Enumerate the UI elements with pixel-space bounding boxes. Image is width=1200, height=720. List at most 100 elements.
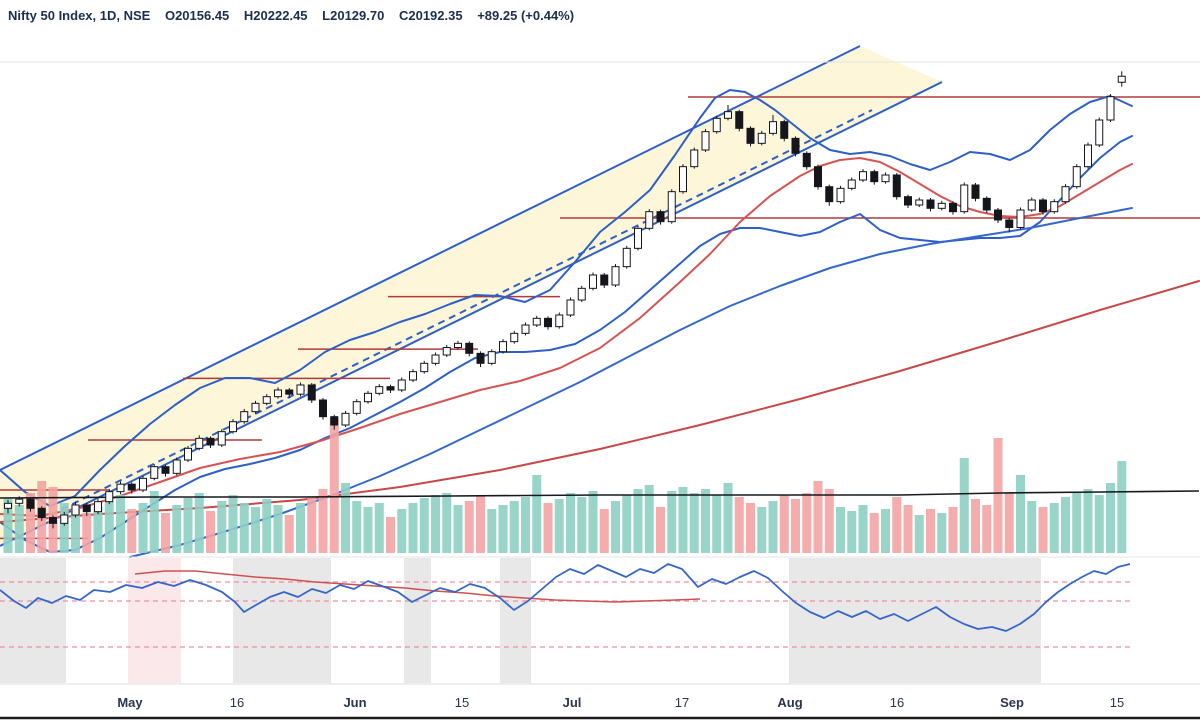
candle-body [431,354,440,364]
volume-bar [251,507,260,553]
volume-bar [802,493,812,553]
candle-body [926,199,935,209]
time-axis-label[interactable]: 17 [675,695,689,710]
candle-body [274,389,282,398]
time-axis-label[interactable]: Jun [343,695,366,710]
candle-body [307,384,316,401]
rsi-line [0,563,1131,632]
time-axis-label[interactable]: 15 [455,695,469,710]
volume-bar [824,489,834,553]
volume-bar [206,511,215,553]
volume-bar [307,497,317,553]
volume-bar [476,495,485,553]
volume-bar [1038,507,1048,553]
volume-bar [161,513,170,553]
volume-bar [757,507,767,553]
volume-bar [959,458,969,553]
indicator-band [128,558,181,683]
time-axis-label[interactable]: Aug [777,695,802,710]
volume-bar [296,503,305,553]
volume-bar [273,505,283,553]
volume-bar [239,503,249,553]
candle-body [206,437,215,446]
volume-bar [3,498,13,553]
candle-body [352,401,361,414]
chart-header: Nifty 50 Index, 1D, NSE O20156.45 H20222… [8,8,585,23]
candle-body [859,171,867,181]
volume-bar [712,495,722,553]
candle-body [1016,209,1025,229]
candle-body [285,389,294,395]
candle-body [1061,186,1070,203]
volume-bar [138,503,148,553]
volume-bar [419,498,429,553]
candle-body [881,174,890,183]
volume-bar [14,505,24,553]
candle-body [904,196,912,206]
ma-fast-red-line [0,157,1133,517]
volume-bar [622,495,632,553]
volume-bar [453,505,463,553]
candle-body [667,191,676,223]
candle-body [420,362,429,373]
time-axis-label[interactable]: 16 [230,695,244,710]
candle-body [386,386,395,391]
candle-body [532,317,541,326]
volume-bar [971,499,980,553]
volume-bar [82,513,92,553]
candle-body [982,197,991,211]
time-axis-label[interactable]: Jul [563,695,582,710]
volume-bar [127,509,137,553]
volume-bar [1027,501,1037,553]
volume-bar [588,491,598,553]
ohlc-low: L20129.70 [322,8,385,23]
volume-bar [59,503,69,553]
volume-bar [442,493,452,553]
candle-body [49,517,57,524]
volume-bar [1061,497,1070,553]
volume-bar [734,497,744,553]
candle-body [330,416,339,426]
candle-body [712,117,721,133]
symbol-title[interactable]: Nifty 50 Index, 1D, NSE [8,8,151,23]
volume-bar [543,503,553,553]
candle-body [791,137,800,154]
time-axis-label[interactable]: May [117,695,143,710]
indicator-band [0,558,66,683]
candle-body [1050,201,1059,213]
volume-bar [779,495,789,553]
candle-body [735,111,744,129]
indicator-band [404,558,431,683]
candle-body [195,437,204,449]
candle-body [116,483,125,493]
candle-body [622,247,631,268]
volume-bar [1117,461,1127,553]
volume-bar [869,513,879,553]
volume-bar [1049,503,1059,553]
time-axis-label[interactable]: Sep [1000,695,1024,710]
volume-bar [1072,493,1082,553]
volume-bar [791,499,800,553]
candle-body [510,332,519,343]
time-axis-label[interactable]: 16 [890,695,904,710]
volume-bar [937,513,947,553]
volume-bar [487,509,497,553]
trend-channel-upper-line [0,45,861,471]
candle-body [1027,199,1036,211]
volume-bar [813,481,823,553]
time-axis-label[interactable]: 15 [1110,695,1124,710]
trend-channel-lower-line [0,81,943,547]
candle-body [26,498,35,509]
candle-body [1106,96,1115,121]
candle-body [937,202,946,209]
candle-body [521,324,530,334]
indicator-band [500,558,531,683]
candle-body [150,466,159,479]
candle-body [364,392,372,403]
volume-bar [93,507,103,553]
volume-bar [611,501,620,553]
volume-bar [689,493,699,553]
candle-body [892,174,901,198]
candle-body [184,447,192,461]
